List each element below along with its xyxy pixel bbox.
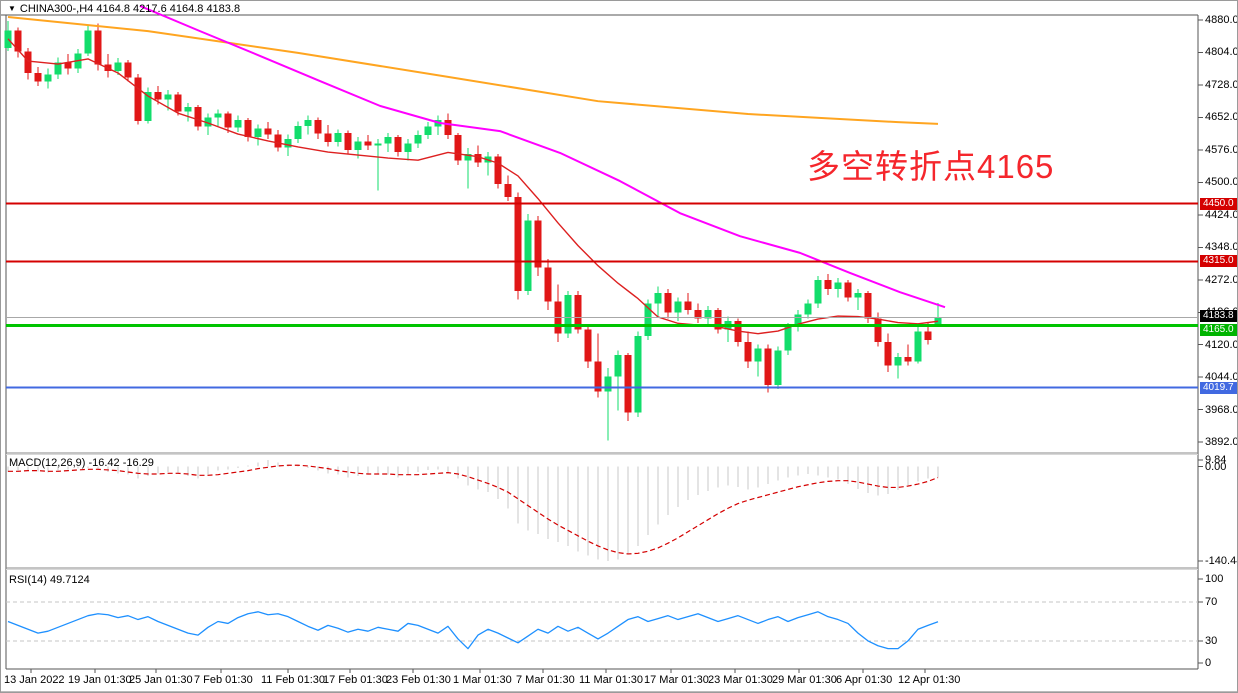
- rsi-axis-tick-label: 70: [1205, 596, 1218, 609]
- time-axis-tick-label: 6 Apr 01:30: [836, 674, 893, 686]
- time-axis-tick-label: 29 Mar 01:30: [772, 674, 837, 686]
- price-axis-tick-label: 4652.0: [1205, 111, 1238, 124]
- price-axis-tick-label: 4272.0: [1205, 273, 1238, 286]
- price-axis-tick-label: 4880.0: [1205, 14, 1238, 26]
- time-axis-tick-label: 17 Mar 01:30: [644, 674, 709, 686]
- time-axis-tick-label: 23 Mar 01:30: [708, 674, 773, 686]
- rsi-indicator-label: RSI(14) 49.7124: [9, 574, 90, 586]
- time-axis-tick-label: 11 Mar 01:30: [579, 674, 644, 686]
- macd-axis-tick-label: -140.44: [1205, 554, 1237, 567]
- pivot-annotation: 多空转折点4165: [807, 148, 1055, 185]
- price-axis-tick-label: 4576.0: [1205, 143, 1238, 156]
- price-axis-tick-label: 4500.0: [1205, 176, 1238, 189]
- price-level-badge: 4019.7: [1200, 381, 1237, 394]
- price-axis-tick-label: 4120.0: [1205, 338, 1238, 351]
- time-axis-tick-label: 7 Feb 01:30: [194, 674, 253, 686]
- macd-axis-tick-label: 0.00: [1205, 460, 1227, 473]
- price-level-badge: 4315.0: [1200, 255, 1237, 268]
- rsi-axis-tick-label: 0: [1205, 657, 1212, 669]
- time-axis-tick-label: 23 Feb 01:30: [386, 674, 451, 686]
- chart-title: CHINA300-,H4 4164.8 4217.6 4164.8 4183.8: [19, 3, 241, 15]
- macd-axis-tick-label: 9.84: [1205, 453, 1227, 466]
- price-level-badge: 4450.0: [1200, 197, 1237, 210]
- time-axis-tick-label: 25 Jan 01:30: [129, 674, 193, 686]
- price-axis-tick-label: 4804.0: [1205, 46, 1238, 59]
- price-level-badge: 4165.0: [1200, 323, 1237, 336]
- chart-title-bar: ▼ CHINA300-,H4 4164.8 4217.6 4164.8 4183.…: [8, 3, 240, 15]
- symbol-dropdown-icon[interactable]: ▼: [8, 4, 16, 13]
- price-axis-tick-label: 4044.0: [1205, 371, 1238, 384]
- time-axis-tick-label: 7 Mar 01:30: [516, 674, 575, 686]
- price-axis-tick-label: 3968.0: [1205, 403, 1238, 416]
- time-axis-tick-label: 19 Jan 01:30: [68, 674, 132, 686]
- price-axis-tick-label: 4424.0: [1205, 208, 1238, 221]
- macd-indicator-label: MACD(12,26,9) -16.42 -16.29: [9, 457, 154, 469]
- time-axis-tick-label: 17 Feb 01:30: [323, 674, 388, 686]
- time-axis-tick-label: 11 Feb 01:30: [261, 674, 326, 686]
- rsi-axis-tick-label: 30: [1205, 634, 1218, 647]
- time-axis-tick-label: 12 Apr 01:30: [898, 674, 961, 686]
- time-axis-tick-label: 13 Jan 2022: [4, 674, 65, 686]
- price-axis-tick-label: 3892.0: [1205, 436, 1238, 449]
- price-axis-tick-label: 4728.0: [1205, 78, 1238, 91]
- rsi-axis-tick-label: 100: [1205, 573, 1224, 585]
- time-axis-tick-label: 1 Mar 01:30: [453, 674, 512, 686]
- price-axis-tick-label: 4348.0: [1205, 241, 1238, 254]
- price-level-badge: 4183.8: [1200, 310, 1237, 323]
